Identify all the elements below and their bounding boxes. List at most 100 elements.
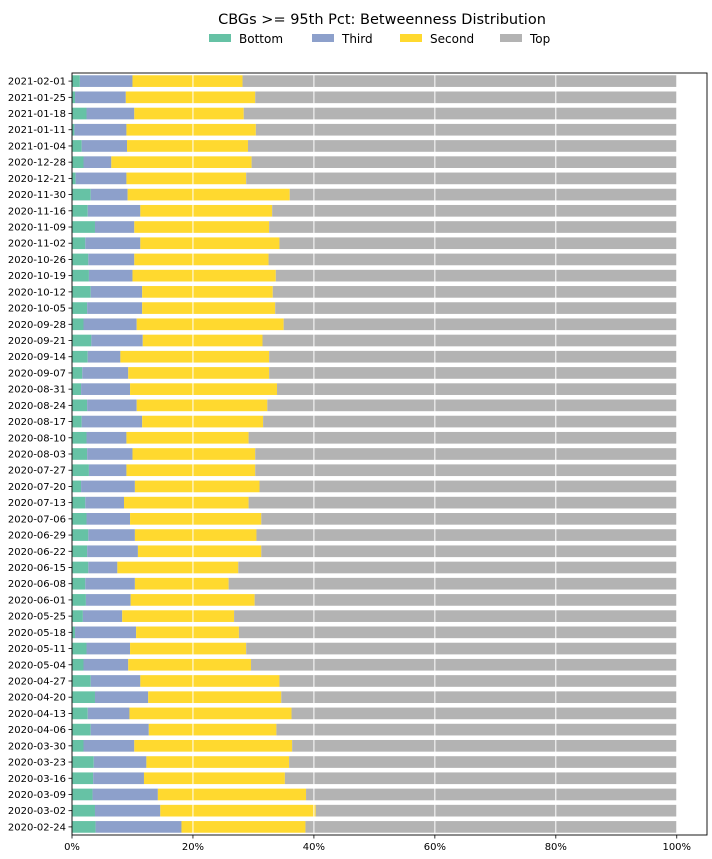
bar-top-2020-03-30	[292, 739, 677, 752]
bar-top-2020-07-27	[255, 464, 677, 477]
bar-top-2020-06-15	[238, 561, 677, 574]
bar-third-2020-06-01	[85, 594, 131, 606]
x-tick-label-80: 80%	[545, 842, 567, 853]
bar-third-2020-04-20	[94, 691, 149, 704]
y-tick-label-2020-06-29: 2020-06-29	[8, 531, 66, 542]
y-tick-label-2020-03-09: 2020-03-09	[8, 790, 66, 801]
bar-bottom-2020-11-09	[72, 221, 95, 233]
chart-title: CBGs >= 95th Pct: Betweenness Distributi…	[218, 12, 546, 28]
bar-bottom-2020-09-21	[72, 334, 92, 347]
y-tick-label-2021-01-04: 2021-01-04	[8, 141, 66, 152]
x-tick-label-40: 40%	[303, 842, 325, 853]
bar-top-2021-01-11	[255, 123, 677, 136]
bar-bottom-2021-01-18	[72, 107, 87, 120]
y-tick-label-2020-05-11: 2020-05-11	[8, 644, 66, 655]
x-tick-label-100: 100%	[662, 842, 691, 853]
bar-top-2020-06-22	[261, 545, 677, 558]
bar-bottom-2020-03-16	[72, 772, 94, 785]
y-tick-label-2020-09-28: 2020-09-28	[8, 320, 66, 331]
y-tick-label-2020-05-04: 2020-05-04	[8, 660, 66, 671]
y-tick-label-2020-08-03: 2020-08-03	[8, 450, 66, 461]
bar-bottom-2020-09-28	[72, 318, 84, 331]
bar-second-2020-07-06	[130, 513, 262, 525]
y-tick-label-2020-05-18: 2020-05-18	[8, 628, 66, 639]
bar-third-2020-12-28	[83, 156, 112, 168]
bar-top-2021-01-25	[255, 91, 677, 104]
bar-top-2020-02-24	[305, 821, 677, 833]
bar-third-2020-06-22	[87, 545, 138, 558]
bar-top-2020-08-17	[263, 415, 677, 428]
bar-third-2020-06-15	[88, 561, 118, 574]
bar-bottom-2020-12-21	[72, 172, 76, 185]
bar-top-2020-03-02	[315, 804, 677, 817]
y-tick-label-2021-02-01: 2021-02-01	[8, 77, 66, 88]
bar-second-2020-08-24	[136, 399, 268, 412]
y-tick-label-2020-03-23: 2020-03-23	[8, 758, 66, 769]
bar-top-2020-05-11	[246, 642, 677, 655]
bar-top-2020-09-21	[262, 334, 677, 347]
bar-third-2020-08-31	[81, 383, 131, 395]
bar-second-2020-05-25	[122, 610, 235, 622]
bar-top-2020-04-06	[276, 723, 677, 736]
bar-third-2020-05-25	[82, 610, 123, 622]
bar-second-2020-02-24	[181, 821, 306, 833]
legend-swatch-third	[312, 34, 334, 42]
x-tick-label-0: 0%	[64, 842, 80, 853]
bar-third-2020-12-21	[75, 172, 127, 185]
y-tick-label-2020-02-24: 2020-02-24	[8, 822, 66, 833]
y-tick-label-2020-12-28: 2020-12-28	[8, 158, 66, 169]
bar-top-2020-07-20	[259, 480, 677, 493]
y-tick-label-2020-04-06: 2020-04-06	[8, 725, 66, 736]
bar-top-2020-08-24	[267, 399, 677, 412]
bar-second-2021-01-25	[125, 91, 256, 104]
y-tick-label-2020-05-25: 2020-05-25	[8, 612, 66, 623]
y-tick-label-2020-03-02: 2020-03-02	[8, 806, 66, 817]
bar-second-2020-08-10	[126, 431, 249, 444]
y-tick-label-2020-06-01: 2020-06-01	[8, 595, 66, 606]
bar-third-2020-09-28	[83, 318, 137, 331]
bar-top-2020-08-03	[255, 448, 677, 460]
y-tick-label-2020-08-10: 2020-08-10	[8, 433, 66, 444]
y-tick-label-2020-09-21: 2020-09-21	[8, 336, 66, 347]
bar-second-2020-09-14	[120, 350, 270, 363]
bar-bottom-2020-10-19	[72, 269, 89, 282]
bar-bottom-2020-11-30	[72, 188, 91, 201]
bar-third-2020-08-24	[87, 399, 137, 412]
bar-bottom-2020-02-24	[72, 821, 96, 833]
y-tick-label-2020-04-20: 2020-04-20	[8, 693, 66, 704]
bar-bottom-2020-07-27	[72, 464, 89, 477]
legend-label-bottom: Bottom	[239, 32, 283, 46]
bar-bottom-2020-10-26	[72, 253, 89, 266]
bar-top-2020-11-16	[272, 204, 677, 217]
bar-second-2021-01-18	[134, 107, 244, 120]
y-tick-label-2020-04-27: 2020-04-27	[8, 676, 66, 687]
bar-second-2020-08-17	[142, 415, 264, 428]
bar-third-2020-06-29	[88, 529, 135, 541]
bar-bottom-2020-10-05	[72, 302, 88, 314]
bar-third-2020-03-16	[93, 772, 144, 785]
bar-bottom-2020-05-18	[72, 626, 76, 639]
bar-third-2020-09-07	[82, 367, 129, 379]
bar-second-2020-12-21	[126, 172, 247, 185]
bar-bottom-2020-08-31	[72, 383, 82, 395]
bar-bottom-2020-06-15	[72, 561, 89, 574]
bar-second-2020-03-30	[134, 739, 293, 752]
legend-swatch-second	[400, 34, 422, 42]
bar-second-2020-03-09	[157, 788, 307, 801]
bar-bottom-2020-07-06	[72, 513, 87, 525]
x-tick-label-60: 60%	[424, 842, 446, 853]
bar-bottom-2020-10-12	[72, 286, 91, 298]
bar-top-2021-01-18	[243, 107, 677, 120]
bar-third-2020-03-02	[94, 804, 161, 817]
bar-second-2020-11-09	[134, 221, 270, 233]
bar-third-2021-01-04	[81, 140, 128, 152]
bar-second-2021-01-11	[126, 123, 256, 136]
bar-second-2021-02-01	[132, 75, 243, 87]
bar-third-2020-11-30	[90, 188, 128, 201]
legend-label-third: Third	[341, 32, 373, 46]
bar-second-2020-04-06	[148, 723, 277, 736]
bar-bottom-2020-07-20	[72, 480, 82, 493]
bar-second-2020-05-04	[128, 658, 252, 671]
bar-third-2020-10-12	[90, 286, 143, 298]
bar-top-2020-11-30	[289, 188, 677, 201]
